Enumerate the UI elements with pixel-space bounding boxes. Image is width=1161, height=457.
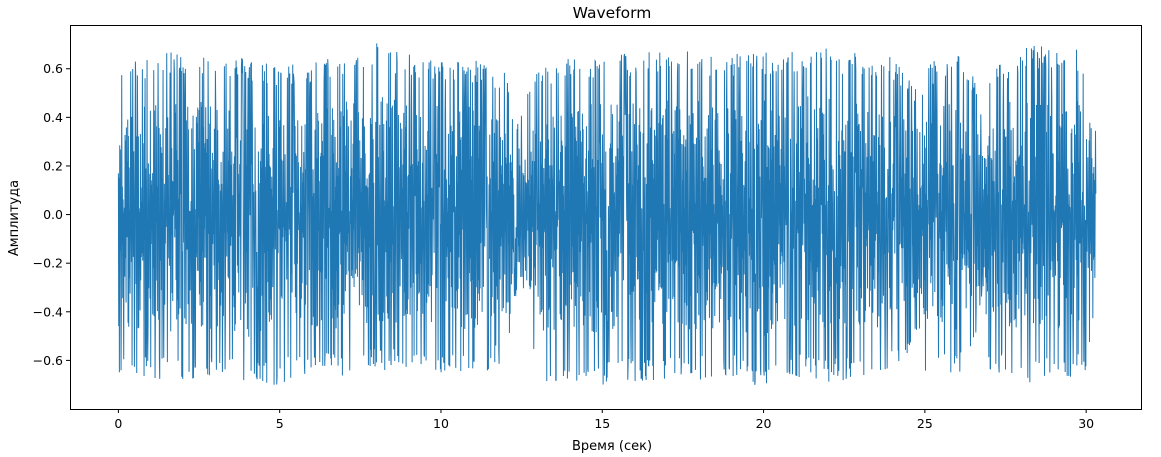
x-tick-label: 5 [276, 416, 284, 431]
plot-area [70, 25, 1141, 409]
x-tick-label: 0 [114, 416, 122, 431]
waveform-series-line [117, 43, 1097, 385]
y-tick-label: 0.0 [43, 207, 63, 222]
y-axis-title: Амплитуда [7, 180, 22, 256]
plot-frame [70, 25, 1142, 410]
y-tick-label: 0.4 [43, 110, 63, 125]
y-tick-label: 0.6 [43, 61, 63, 76]
x-tick-label: 20 [756, 416, 772, 431]
chart-title: Waveform [573, 4, 652, 22]
x-axis: 0 5 10 15 20 25 30 [114, 409, 1094, 431]
x-tick-label: 15 [594, 416, 610, 431]
x-tick-label: 25 [917, 416, 933, 431]
x-axis-title: Время (сек) [572, 439, 652, 454]
y-tick-label: −0.4 [33, 304, 63, 319]
y-tick-label: −0.6 [33, 353, 63, 368]
x-tick-label: 10 [433, 416, 449, 431]
y-tick-label: −0.2 [33, 256, 63, 271]
x-tick-label: 30 [1078, 416, 1094, 431]
y-tick-label: 0.2 [43, 158, 63, 173]
y-axis: 0.6 0.4 0.2 0.0 −0.2 −0.4 −0.6 [33, 61, 70, 368]
